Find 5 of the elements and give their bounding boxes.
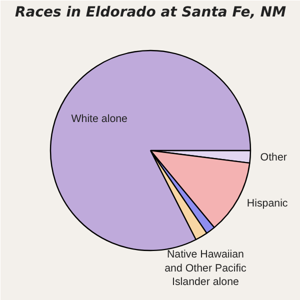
chart-title: Races in Eldorado at Santa Fe, NM bbox=[14, 4, 286, 20]
slice-label: White alone bbox=[71, 113, 128, 126]
slice-label: Native Hawaiian and Other Pacific Islander alone bbox=[164, 248, 248, 288]
slice-label: Other bbox=[260, 151, 288, 164]
slice-label: Hispanic bbox=[246, 197, 288, 210]
